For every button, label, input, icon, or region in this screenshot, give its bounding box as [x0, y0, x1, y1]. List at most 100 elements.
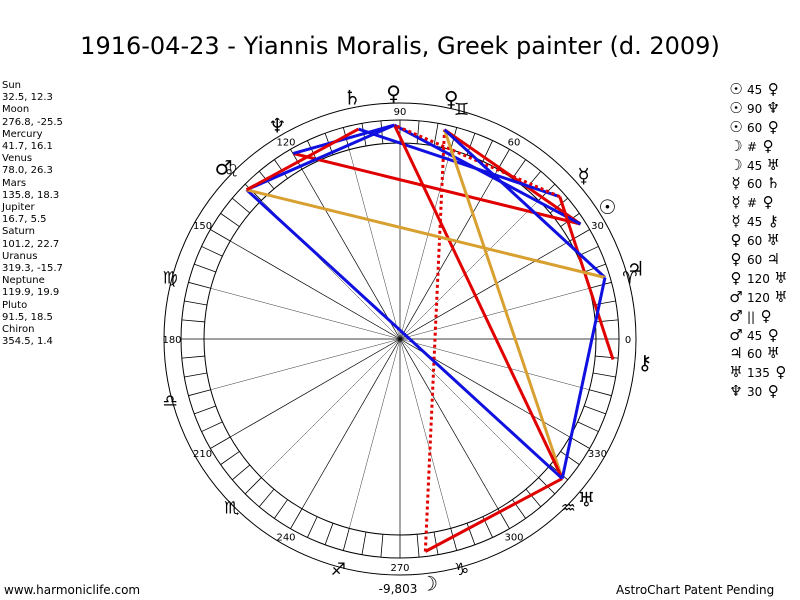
- aspect-angle: 120: [747, 290, 770, 305]
- planet-glyph: ♂: [215, 155, 233, 179]
- planet-glyph: ♆: [268, 114, 286, 138]
- degree-tick: [361, 531, 367, 555]
- aspect-angle: #: [747, 196, 758, 211]
- degree-tick: [194, 263, 216, 273]
- planet-glyph: ♃: [627, 256, 645, 280]
- degree-tick: [466, 523, 476, 545]
- aspect-row: ☿ 45 ⚷: [728, 212, 789, 231]
- degree-tick: [184, 372, 208, 378]
- aspect-line: [423, 129, 446, 552]
- aspect-planet-a: ♂: [729, 287, 743, 306]
- degree-tick: [595, 355, 619, 359]
- planet-name: Saturn: [2, 226, 36, 238]
- aspect-line: [424, 477, 563, 553]
- degree-tick: [188, 389, 211, 397]
- aspect-planet-b: ♅: [766, 231, 780, 250]
- degree-tick: [569, 436, 590, 449]
- zodiac-sign: ♒: [561, 498, 576, 518]
- planet-position: 319.3, -15.7: [2, 263, 63, 275]
- planet-position: 101.2, 22.7: [2, 238, 60, 250]
- aspect-line: [443, 128, 606, 279]
- site-url[interactable]: www.harmoniclife.com: [4, 583, 141, 597]
- planet-position: 119.9, 19.9: [2, 287, 60, 299]
- aspect-row: ♀ 60 ♃: [728, 250, 789, 269]
- degree-tick: [584, 405, 606, 415]
- degree-tick: [188, 281, 211, 289]
- degree-label: 180: [162, 335, 181, 346]
- aspect-planet-b: ♃: [766, 250, 780, 269]
- aspect-planet-b: ♀: [767, 117, 779, 136]
- planet-name: Venus: [2, 153, 33, 165]
- degree-tick: [220, 213, 240, 227]
- planet-position: 78.0, 26.3: [2, 165, 53, 177]
- planet-name: Moon: [2, 104, 30, 116]
- aspect-planet-b: ♄: [766, 174, 780, 193]
- aspect-angle: 60: [747, 253, 763, 268]
- aspect-angle: 60: [747, 234, 763, 249]
- aspect-row: ♂ 45 ♀: [728, 326, 789, 345]
- aspect-planet-b: ♀: [775, 363, 787, 382]
- aspect-angle: 60: [747, 347, 763, 362]
- planet-name: Mercury: [2, 128, 43, 140]
- aspect-angle: 45: [747, 328, 763, 343]
- degree-tick: [512, 159, 526, 179]
- degree-label: 30: [591, 221, 604, 232]
- aspect-planet-b: ♅: [774, 287, 788, 306]
- degree-tick: [201, 421, 223, 432]
- aspect-row: ♀ 60 ♅: [728, 231, 789, 250]
- aspect-angle: #: [747, 139, 758, 154]
- degree-tick: [342, 528, 350, 551]
- aspect-row: ♃ 60 ♅: [728, 344, 789, 363]
- aspect-line: [292, 123, 395, 155]
- aspect-angle: 120: [747, 271, 770, 286]
- aspect-planet-a: ♂: [729, 306, 743, 325]
- degree-tick: [181, 319, 205, 323]
- zodiac-sign: ♏: [224, 498, 239, 518]
- degree-tick: [201, 246, 223, 257]
- planet-glyph: ♀: [386, 81, 401, 105]
- degree-tick: [589, 389, 612, 397]
- planet-name: Mars: [2, 177, 27, 189]
- degree-tick: [433, 123, 439, 147]
- aspect-planet-a: ☿: [731, 174, 741, 193]
- degree-tick: [274, 499, 288, 519]
- aspect-line: [357, 127, 561, 199]
- outer-ring: [163, 102, 637, 576]
- planet-position: 276.8, -25.5: [2, 116, 63, 128]
- aspect-angle: 45: [747, 215, 763, 230]
- degree-tick: [324, 523, 334, 545]
- planet-name: Chiron: [2, 324, 35, 336]
- degree-tick: [274, 159, 288, 179]
- zodiac-sign: ♐: [331, 560, 346, 580]
- degree-tick: [181, 355, 205, 359]
- planet-name: Pluto: [2, 299, 28, 311]
- planet-glyph: ♅: [578, 487, 596, 511]
- aspect-planet-a: ♆: [729, 382, 743, 401]
- aspect-line: [443, 128, 582, 226]
- aspect-line: [558, 196, 615, 360]
- degree-tick: [220, 451, 240, 465]
- aspect-line: [245, 123, 395, 192]
- degree-tick: [210, 229, 231, 242]
- degree-label: 270: [390, 563, 409, 574]
- degree-tick: [433, 531, 439, 555]
- planet-position: 41.7, 16.1: [2, 141, 53, 153]
- degree-tick: [244, 477, 262, 495]
- aspect-angle: 30: [747, 385, 763, 400]
- aspect-line: [560, 277, 607, 479]
- zodiac-sign: ♈: [622, 268, 637, 288]
- degree-label: 120: [276, 138, 295, 149]
- aspect-row: ☿ # ♀: [728, 193, 789, 212]
- aspect-row: ☉ 60 ♀: [728, 118, 789, 137]
- planet-position-list: Sun 32.5, 12.3 Moon 276.8, -25.5 Mercury 41.7…: [2, 80, 63, 348]
- planet-glyph: ♀: [444, 86, 459, 110]
- aspect-planet-b: ♀: [762, 136, 774, 155]
- degree-tick: [258, 488, 275, 508]
- degree-tick: [194, 405, 216, 415]
- aspect-planet-a: ♀: [730, 268, 742, 287]
- aspect-angle: 90: [747, 101, 763, 116]
- aspect-line: [443, 129, 564, 480]
- aspect-line: [245, 127, 360, 192]
- degree-tick: [416, 120, 420, 144]
